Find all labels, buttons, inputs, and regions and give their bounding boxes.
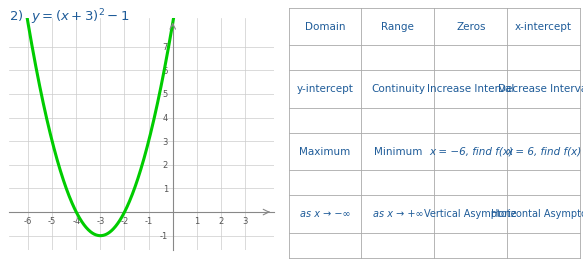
Text: x-intercept: x-intercept — [515, 22, 572, 32]
Text: as x → −∞: as x → −∞ — [300, 209, 350, 219]
Text: x = 6, find f(x): x = 6, find f(x) — [506, 146, 581, 156]
Text: y-intercept: y-intercept — [297, 84, 353, 94]
Text: Maximum: Maximum — [300, 146, 350, 156]
Text: 2)  $y = (x + 3)^2 - 1$: 2) $y = (x + 3)^2 - 1$ — [9, 8, 129, 28]
Text: Continuity: Continuity — [371, 84, 425, 94]
Text: Horizontal Asymptote: Horizontal Asymptote — [491, 209, 583, 219]
Text: Zeros: Zeros — [456, 22, 486, 32]
Text: Increase Interval: Increase Interval — [427, 84, 514, 94]
Text: Domain: Domain — [305, 22, 345, 32]
Text: x = −6, find f(x): x = −6, find f(x) — [429, 146, 513, 156]
Text: Minimum: Minimum — [374, 146, 422, 156]
Text: Decrease Interval: Decrease Interval — [497, 84, 583, 94]
Text: Range: Range — [381, 22, 415, 32]
Text: as x → +∞: as x → +∞ — [373, 209, 423, 219]
Text: Vertical Asymptote: Vertical Asymptote — [424, 209, 517, 219]
